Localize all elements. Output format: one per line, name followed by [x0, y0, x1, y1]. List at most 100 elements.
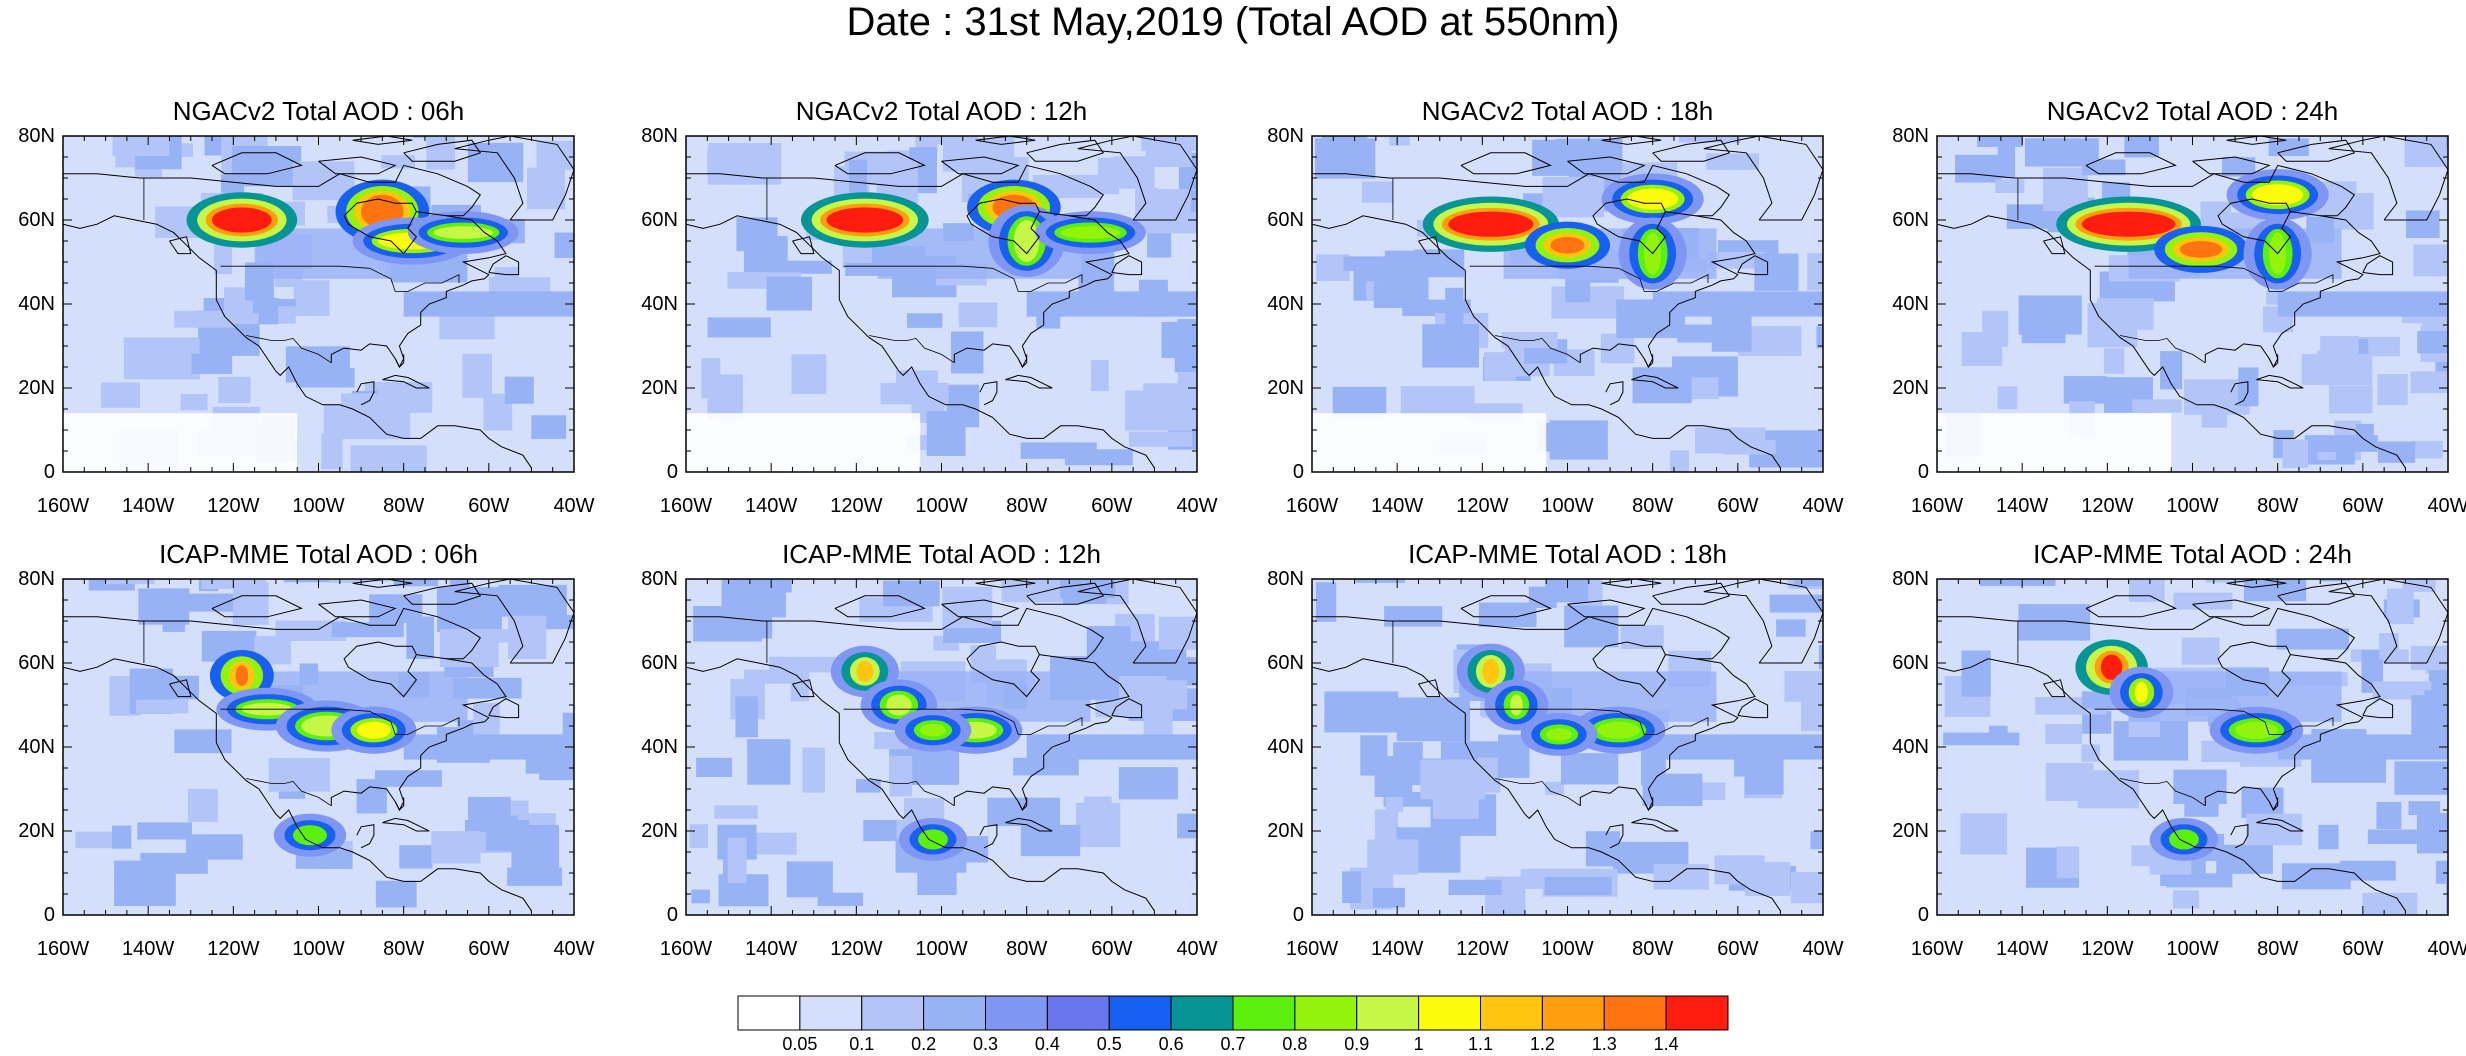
aod-patch [1400, 386, 1475, 416]
aod-patch [696, 757, 733, 777]
lat-tick-label: 60N [1892, 652, 1929, 674]
aod-patch [232, 146, 302, 187]
aod-patch [2357, 336, 2400, 357]
country-border [246, 778, 332, 807]
coastline [2043, 679, 2066, 698]
aod-patch [802, 747, 826, 793]
colorbar-label: 0.9 [1344, 1034, 1370, 1054]
map-panel [1936, 578, 2449, 916]
map-panel [62, 135, 575, 473]
lat-tick-label: 20N [641, 377, 678, 399]
aod-patch [958, 302, 998, 328]
coastline [1643, 354, 1654, 368]
aod-patch [2056, 846, 2079, 879]
coastline [63, 658, 532, 912]
aod-patch [468, 796, 511, 825]
aod-patch [1549, 420, 1608, 460]
lon-tick-label: 100W [915, 938, 968, 960]
smoke-plume [433, 226, 494, 239]
aod-patch [1754, 253, 1799, 291]
aod-patch [2243, 579, 2307, 602]
aod-patch [880, 382, 949, 405]
smoke-plume [1627, 188, 1679, 210]
colorbar-label: 1.3 [1591, 1034, 1617, 1054]
panel-title: NGACv2 Total AOD : 18h [1421, 96, 1714, 126]
smoke-plume [1550, 236, 1585, 254]
coastline [330, 654, 507, 812]
aod-patch [1632, 367, 1692, 404]
aod-patch [2408, 801, 2441, 816]
coastline [1937, 607, 2355, 660]
aod-patch [1790, 871, 1823, 904]
aod-patch [381, 155, 415, 169]
aod-patch [2320, 579, 2351, 582]
aod-patch [2124, 136, 2159, 158]
colorbar-swatch [1108, 995, 1172, 1031]
clean-air-patch [1312, 413, 1547, 472]
aod-patch [2104, 348, 2125, 374]
aod-patch [1143, 707, 1173, 738]
country-border [2120, 335, 2206, 364]
colorbar-label: 0.4 [1034, 1034, 1060, 1054]
aod-patch [2372, 681, 2432, 700]
coastline [941, 156, 1020, 175]
aod-patch [1555, 138, 1623, 172]
aod-patch [1982, 310, 2009, 347]
lon-tick-label: 60W [2342, 495, 2384, 517]
aod-patch [321, 434, 343, 470]
smoke-plume [924, 833, 942, 846]
aod-patch [1979, 579, 2056, 587]
coastline [1631, 374, 1679, 389]
aod-patch [1396, 697, 1471, 742]
lon-tick-label: 140W [745, 495, 798, 517]
coastline [330, 211, 507, 369]
aod-patch [1769, 594, 1823, 613]
aod-patch [453, 677, 522, 699]
aod-patch [431, 831, 481, 864]
coastline [1460, 595, 1552, 618]
lat-tick-label: 40N [1892, 293, 1929, 315]
aod-patch [162, 600, 185, 632]
lon-tick-label: 160W [36, 938, 90, 960]
aod-patch [950, 331, 984, 374]
lon-tick-label: 140W [1371, 495, 1424, 517]
coastline [169, 236, 192, 255]
lon-tick-label: 120W [207, 495, 260, 517]
aod-patch [1542, 176, 1605, 218]
country-border [2094, 708, 2334, 735]
aod-field [1937, 136, 2448, 472]
aod-patch [113, 860, 176, 907]
aod-patch [1127, 680, 1188, 710]
smoke-plume [212, 207, 272, 233]
lon-tick-label: 140W [122, 938, 175, 960]
aod-patch [1961, 650, 1991, 697]
aod-patch [2063, 376, 2107, 404]
aod-patch [1816, 326, 1823, 349]
coastline [2226, 579, 2287, 588]
aod-patch [1652, 734, 1823, 760]
aod-patch [1020, 824, 1081, 857]
lat-tick-label: 40N [1267, 736, 1304, 758]
colorbar-label: 1.2 [1529, 1034, 1555, 1054]
aod-patch [403, 734, 574, 760]
aod-patch [1075, 802, 1121, 848]
lat-tick-label: 80N [641, 568, 678, 590]
colorbar-swatch [861, 995, 925, 1031]
lon-tick-label: 140W [745, 938, 798, 960]
aod-patch [1706, 153, 1759, 170]
lon-tick-label: 100W [1541, 938, 1594, 960]
aod-patch [2277, 291, 2448, 317]
smoke-plume [2135, 681, 2148, 703]
lon-tick-label: 80W [2257, 495, 2299, 517]
coastline [1579, 654, 1756, 812]
country-border [220, 708, 460, 735]
colorbar-swatch [737, 995, 801, 1031]
aod-patch [375, 880, 417, 908]
colorbar-label: 0.8 [1282, 1034, 1308, 1054]
coastline [2085, 152, 2177, 175]
coastline [1937, 215, 2406, 469]
aod-patch [473, 702, 500, 736]
country-border [246, 335, 332, 364]
lon-tick-label: 40W [1176, 495, 1218, 517]
lon-tick-label: 120W [207, 938, 260, 960]
